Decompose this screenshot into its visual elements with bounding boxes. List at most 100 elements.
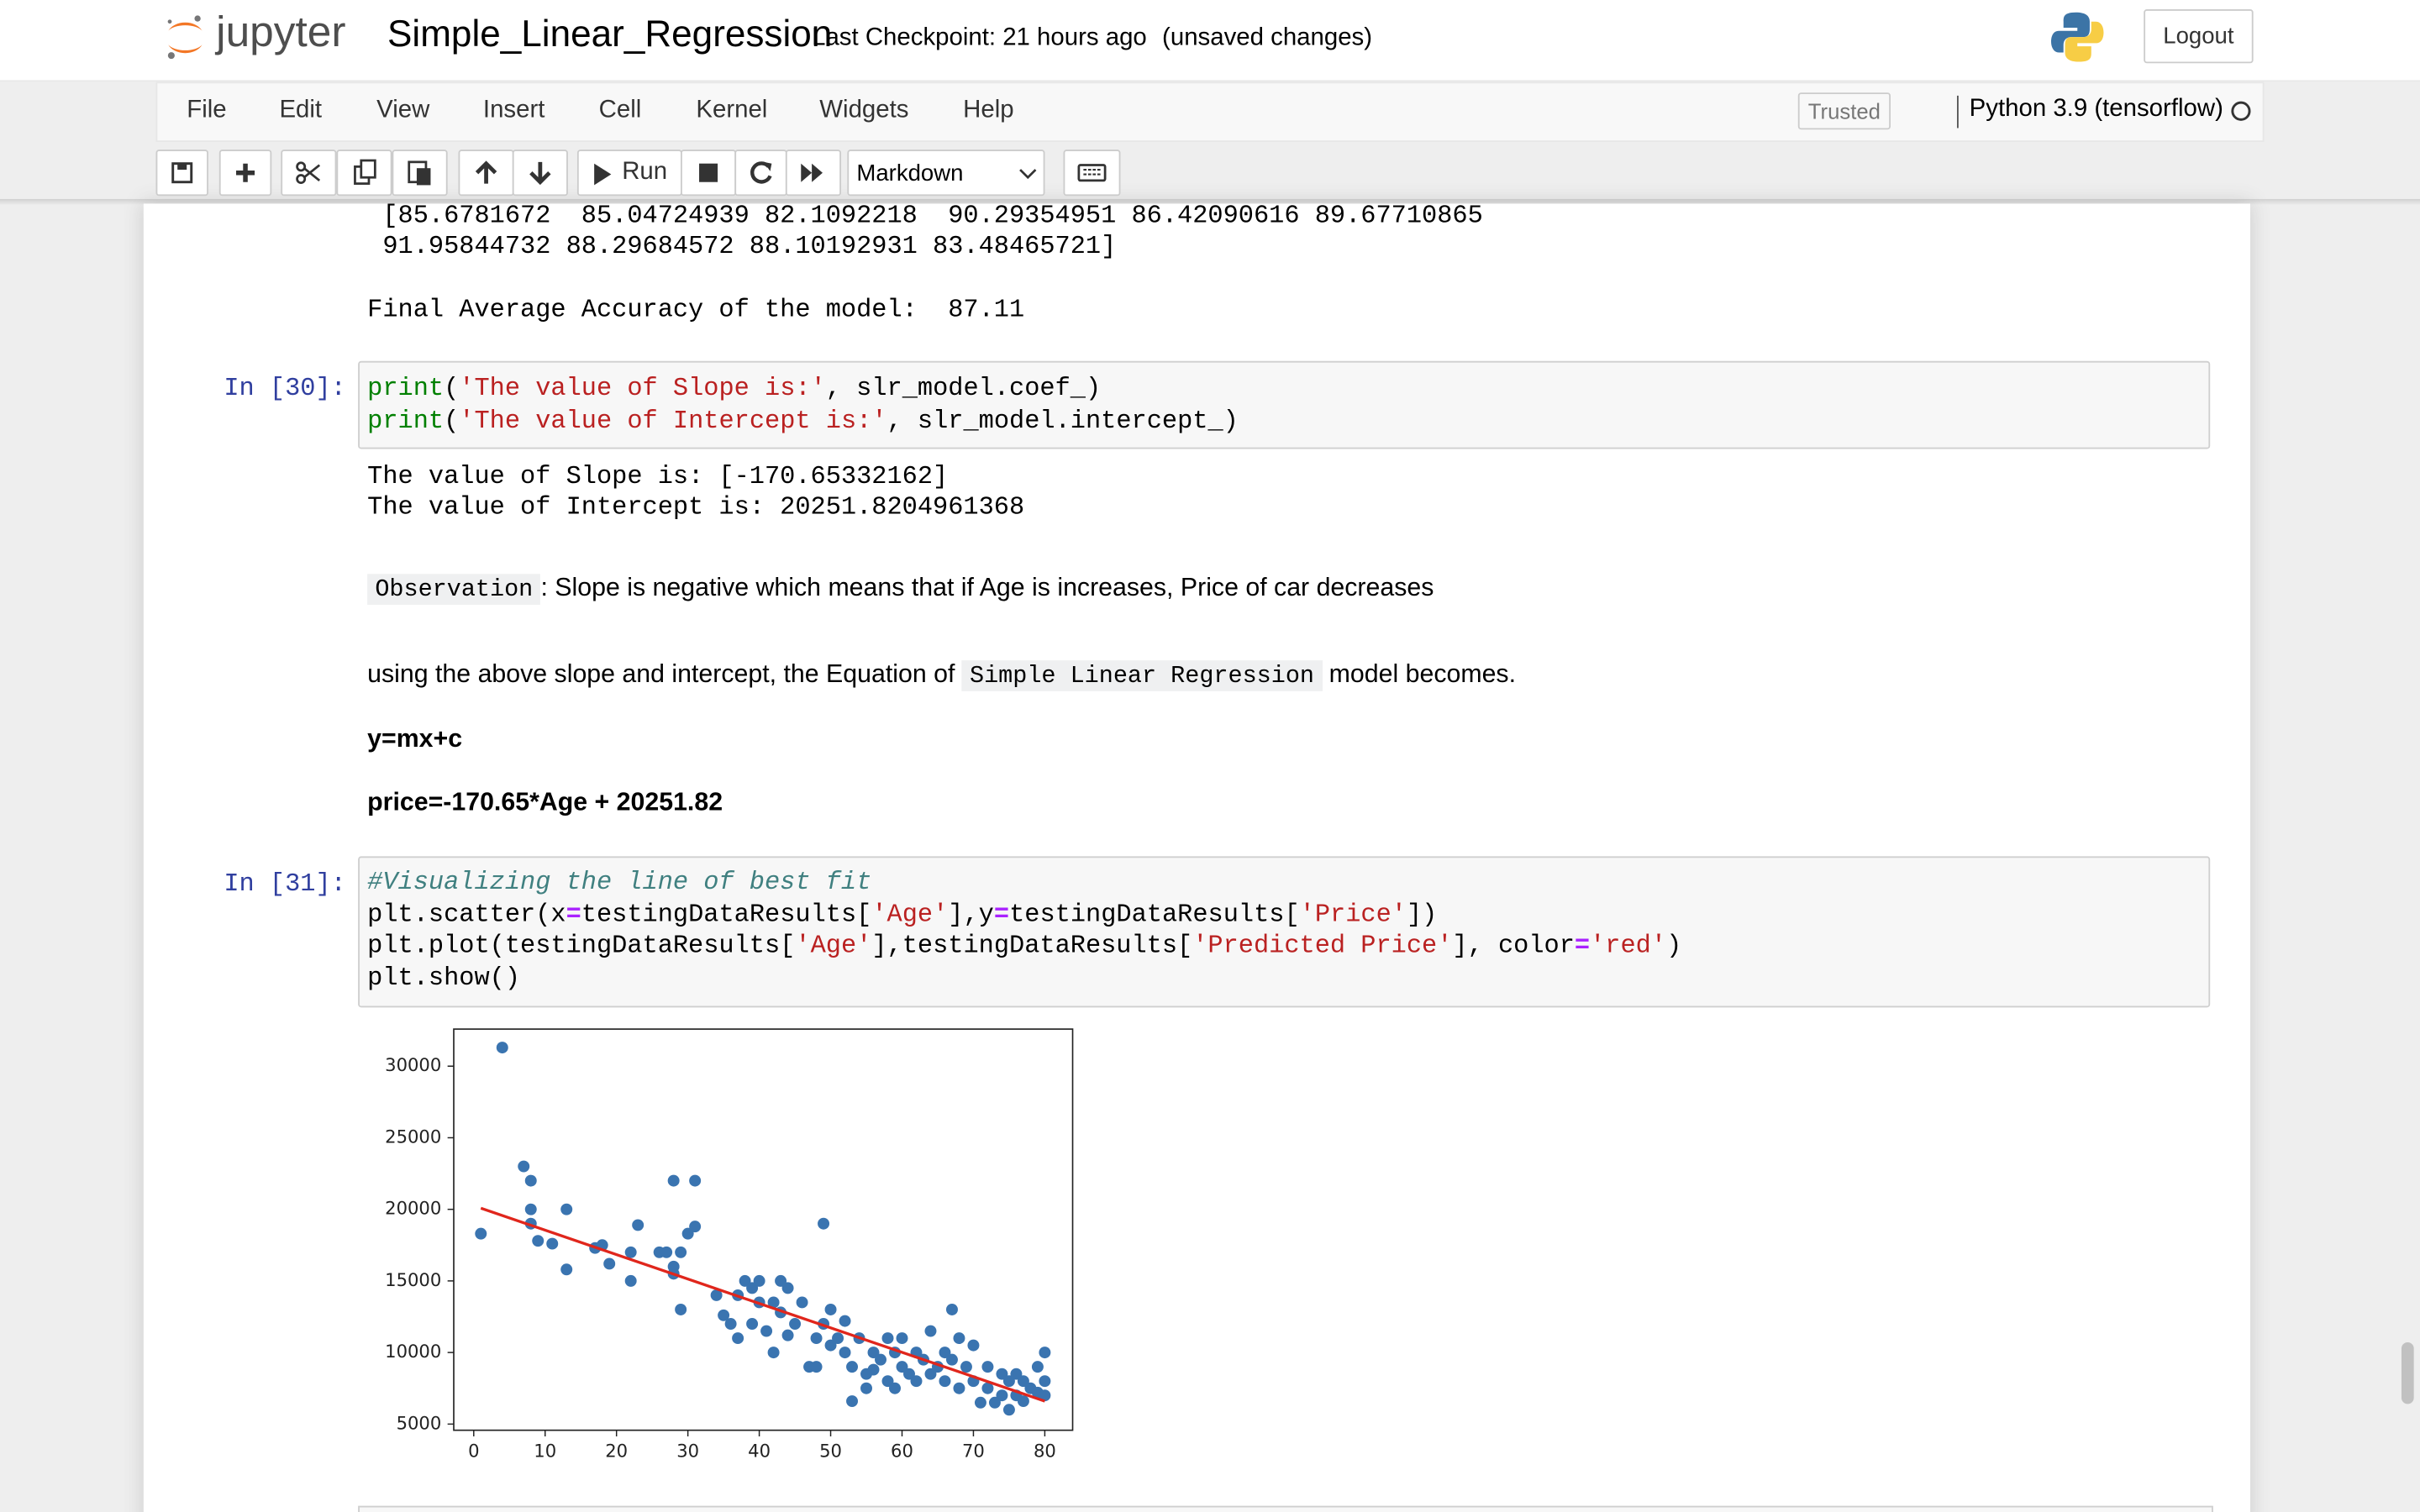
markdown-equation: using the above slope and intercept, the… xyxy=(367,660,1516,691)
restart-button[interactable] xyxy=(734,150,787,197)
y-tick-label: 25000 xyxy=(385,1126,441,1147)
code-token: ]) xyxy=(1406,898,1438,928)
inline-code: Observation xyxy=(367,574,541,606)
code-token: = xyxy=(993,898,1010,928)
python-logo xyxy=(2051,12,2104,62)
x-tick-label: 80 xyxy=(1034,1440,1056,1461)
notebook-name[interactable]: Simple_Linear_Regression xyxy=(387,13,833,56)
menubar: File Edit View Insert Cell Kernel Widgets Help xyxy=(155,81,2265,142)
menu-item[interactable]: View xyxy=(376,97,430,123)
x-tick-label: 0 xyxy=(468,1440,479,1461)
scatter-point xyxy=(560,1263,573,1276)
move-up-button[interactable] xyxy=(458,150,514,197)
x-tick-label: 40 xyxy=(748,1440,771,1461)
scatter-point xyxy=(939,1375,951,1388)
formula: y=mx+c xyxy=(367,725,463,753)
cut-button[interactable] xyxy=(281,150,337,197)
scatter-point xyxy=(1039,1375,1051,1388)
menu-item[interactable]: Cell xyxy=(598,97,642,123)
scatter-point xyxy=(746,1318,759,1331)
menu-item[interactable]: Insert xyxy=(482,97,545,123)
scatter-point xyxy=(818,1217,830,1230)
code-token: 'The value of Intercept is:' xyxy=(459,405,887,435)
menu-item[interactable]: Edit xyxy=(279,97,323,123)
code-cell-input[interactable] xyxy=(358,856,2211,1008)
inline-code: Simple Linear Regression xyxy=(961,660,1323,691)
scatter-point xyxy=(810,1361,823,1373)
kernel-name: Python 3.9 (tensorflow) xyxy=(1969,95,2223,123)
scatter-point xyxy=(1017,1395,1029,1408)
scatter-point xyxy=(1039,1389,1051,1402)
output-line: [85.6781672 85.04724939 82.1092218 90.29… xyxy=(367,200,1483,230)
plot-frame xyxy=(453,1028,1074,1431)
menu-item[interactable]: Kernel xyxy=(696,97,768,123)
y-tick-label: 10000 xyxy=(385,1341,441,1362)
scatter-point xyxy=(496,1042,508,1054)
run-button[interactable]: Run xyxy=(576,150,682,197)
output-line: Final Average Accuracy of the model: 87.… xyxy=(367,294,1025,324)
scatter-point xyxy=(689,1174,702,1187)
code-token: , slr_model.coef_) xyxy=(825,373,1102,403)
y-tick-label: 5000 xyxy=(397,1412,442,1433)
jupyter-logo-icon xyxy=(167,15,203,60)
scatter-point xyxy=(710,1289,723,1301)
copy-button[interactable] xyxy=(336,150,392,197)
chart: 0 10 20 30 40 50 60 70 80 5000 10000 15000 20000 2500… xyxy=(385,1028,1074,1461)
x-tick-label: 30 xyxy=(676,1440,699,1461)
scrollbar-thumb[interactable] xyxy=(2401,1341,2414,1404)
autosave-status: (unsaved changes) xyxy=(1162,24,1373,51)
scatter-point xyxy=(524,1174,537,1187)
code-cell-input[interactable] xyxy=(358,360,2211,449)
scatter-point xyxy=(767,1296,780,1309)
prompt: In [30]: xyxy=(224,373,346,403)
scatter-point xyxy=(560,1203,573,1215)
scatter-point xyxy=(953,1332,965,1345)
menu-item[interactable]: Help xyxy=(963,97,1014,123)
menu-item[interactable]: Widgets xyxy=(819,97,909,123)
menu-item[interactable]: File xyxy=(187,97,227,123)
cell-type-select[interactable]: Markdown xyxy=(847,150,1045,197)
scatter-point xyxy=(924,1325,937,1337)
code-token: plt.plot(testingDataResults[ xyxy=(367,930,796,960)
scatter-point xyxy=(1010,1368,1023,1380)
scatter-point xyxy=(546,1237,559,1250)
scatter-point xyxy=(981,1361,994,1373)
code-line: #Visualizing the line of best fit xyxy=(367,867,871,896)
scatter-point xyxy=(810,1332,823,1345)
scatter-point xyxy=(624,1274,637,1287)
scatter-point xyxy=(867,1347,880,1359)
scatter-point xyxy=(1017,1375,1029,1388)
scatter-point xyxy=(974,1396,986,1409)
code-line: print('The value of Slope is:', slr_mode… xyxy=(367,373,1101,402)
move-down-button[interactable] xyxy=(512,150,568,197)
scatter-point xyxy=(775,1274,787,1287)
scatter-point xyxy=(846,1395,859,1408)
interrupt-button[interactable] xyxy=(681,150,737,197)
restart-run-all-button[interactable] xyxy=(785,150,842,197)
code-token: = xyxy=(1574,930,1591,960)
run-label: Run xyxy=(622,159,668,186)
code-token: testingDataResults[ xyxy=(1009,898,1300,928)
y-tick-label: 20000 xyxy=(385,1198,441,1219)
scatter-point xyxy=(632,1219,644,1231)
code-token: plt.scatter(x xyxy=(367,898,566,928)
paste-button[interactable] xyxy=(392,150,448,197)
scatter-point xyxy=(889,1382,901,1394)
code-token: 'The value of Slope is:' xyxy=(459,373,826,403)
command-palette-button[interactable] xyxy=(1063,150,1121,197)
trusted-indicator[interactable]: Trusted xyxy=(1797,92,1891,130)
scatter-point xyxy=(981,1382,994,1394)
scatter-point xyxy=(867,1363,880,1376)
insert-button[interactable] xyxy=(218,150,272,197)
jupyter-logo[interactable]: jupyter xyxy=(216,8,346,56)
output-line: The value of Intercept is: 20251.8204961… xyxy=(367,491,1025,522)
scatter-point xyxy=(896,1332,908,1345)
logout-button[interactable]: Logout xyxy=(2144,9,2254,64)
scatter-point xyxy=(796,1296,808,1309)
code-token: #Visualizing the line of best fit xyxy=(367,867,872,897)
save-button[interactable] xyxy=(155,150,208,197)
output-line: The value of Slope is: [-170.65332162] xyxy=(367,461,949,491)
